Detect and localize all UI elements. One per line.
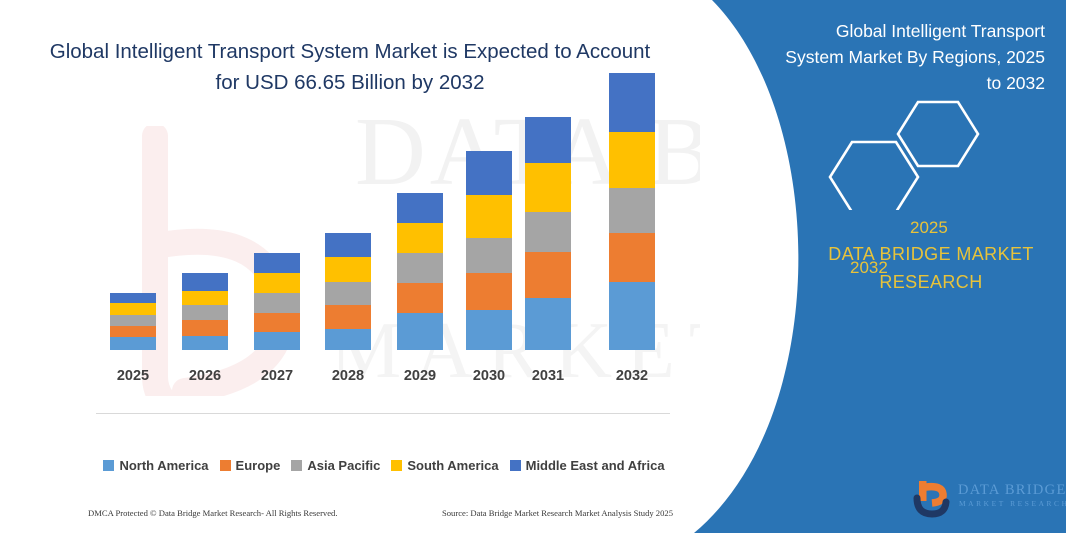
segment-europe bbox=[182, 320, 228, 336]
chart-legend: North America Europe Asia Pacific South … bbox=[96, 458, 672, 473]
segment-north-america bbox=[325, 329, 371, 350]
segment-north-america bbox=[397, 313, 443, 350]
segment-europe bbox=[110, 326, 156, 338]
segment-asia-pacific bbox=[325, 281, 371, 305]
legend-swatch-icon bbox=[509, 460, 521, 471]
brand-line-1: DATA BRIDGE MARKET bbox=[828, 244, 1034, 264]
segment-middle-east-africa bbox=[325, 232, 371, 257]
hexagon-2025-shape bbox=[896, 100, 980, 168]
bar-stack bbox=[325, 232, 371, 350]
x-axis-label: 2032 bbox=[615, 368, 649, 384]
segment-south-america bbox=[466, 195, 512, 239]
dbmr-logo: DATA BRIDGE MARKET RESEARCH bbox=[912, 478, 1066, 520]
legend-swatch-icon bbox=[103, 460, 115, 471]
legend-label: South America bbox=[407, 458, 499, 473]
dbmr-logo-title: DATA BRIDGE bbox=[958, 482, 1066, 498]
x-axis-label: 2029 bbox=[403, 368, 437, 384]
dbmr-logo-subtitle: MARKET RESEARCH bbox=[959, 499, 1066, 508]
segment-middle-east-africa bbox=[466, 151, 512, 196]
legend-label: Asia Pacific bbox=[307, 458, 381, 473]
page-title: Global Intelligent Transport System Mark… bbox=[49, 40, 651, 94]
segment-asia-pacific bbox=[182, 305, 228, 320]
x-axis-line bbox=[96, 413, 670, 414]
segment-north-america bbox=[110, 337, 156, 350]
bar-stack bbox=[609, 73, 655, 350]
legend-item-north-america[interactable]: North America bbox=[103, 458, 209, 473]
x-axis-label: 2028 bbox=[331, 368, 365, 384]
segment-north-america bbox=[466, 310, 512, 350]
segment-north-america bbox=[182, 336, 228, 350]
bar-stack bbox=[110, 292, 156, 350]
legend-label: Europe bbox=[235, 458, 281, 473]
stacked-bar-chart: 2025 2026 2027 bbox=[96, 73, 670, 414]
hexagon-2025-label: 2025 bbox=[910, 218, 948, 237]
segment-europe bbox=[325, 305, 371, 329]
segment-middle-east-africa bbox=[525, 116, 571, 164]
segment-north-america bbox=[254, 331, 300, 350]
legend-swatch-icon bbox=[219, 460, 231, 471]
brand-line-2: RESEARCH bbox=[879, 272, 983, 292]
segment-middle-east-africa bbox=[397, 193, 443, 224]
hexagon-2032-shape bbox=[828, 140, 920, 214]
legend-swatch-icon bbox=[391, 460, 403, 471]
segment-asia-pacific bbox=[525, 211, 571, 252]
bar-stack bbox=[525, 116, 571, 350]
segment-south-america bbox=[525, 163, 571, 212]
hexagon-shapes-icon bbox=[828, 100, 980, 214]
segment-middle-east-africa bbox=[609, 73, 655, 132]
hexagon-badges: 2025 2032 bbox=[820, 98, 1005, 277]
segment-asia-pacific bbox=[609, 188, 655, 234]
segment-europe bbox=[254, 312, 300, 332]
segment-south-america bbox=[110, 303, 156, 316]
x-axis-label: 2025 bbox=[116, 368, 150, 384]
legend-item-south-america[interactable]: South America bbox=[391, 458, 499, 473]
bar-stack bbox=[254, 252, 300, 350]
segment-south-america bbox=[254, 273, 300, 294]
legend-label: Middle East and Africa bbox=[525, 458, 665, 473]
legend-item-asia-pacific[interactable]: Asia Pacific bbox=[291, 458, 380, 473]
hexagon-2032-label: 2032 bbox=[850, 258, 888, 277]
x-axis-label: 2026 bbox=[188, 368, 222, 384]
segment-middle-east-africa bbox=[254, 252, 300, 274]
segment-south-america bbox=[325, 256, 371, 282]
segment-south-america bbox=[609, 131, 655, 189]
bar-stack bbox=[397, 193, 443, 350]
segment-middle-east-africa bbox=[182, 272, 228, 291]
dbmr-logo-mark-icon bbox=[913, 481, 950, 518]
footer-copyright: DMCA Protected © Data Bridge Market Rese… bbox=[88, 508, 338, 518]
footer: DMCA Protected © Data Bridge Market Rese… bbox=[88, 508, 673, 518]
brand-name: DATA BRIDGE MARKET RESEARCH bbox=[800, 240, 1062, 296]
segment-asia-pacific bbox=[397, 253, 443, 284]
segment-europe bbox=[525, 251, 571, 299]
panel-title: Global Intelligent Transport System Mark… bbox=[785, 21, 1045, 93]
bar-stack bbox=[182, 272, 228, 350]
segment-south-america bbox=[182, 290, 228, 305]
x-axis-label: 2030 bbox=[472, 368, 506, 384]
segment-europe bbox=[609, 233, 655, 282]
segment-asia-pacific bbox=[110, 315, 156, 327]
legend-item-europe[interactable]: Europe bbox=[219, 458, 281, 473]
segment-asia-pacific bbox=[466, 238, 512, 274]
segment-south-america bbox=[397, 223, 443, 254]
legend-label: North America bbox=[119, 458, 209, 473]
segment-north-america bbox=[609, 281, 655, 350]
legend-swatch-icon bbox=[291, 460, 303, 471]
segment-north-america bbox=[525, 298, 571, 350]
segment-asia-pacific bbox=[254, 293, 300, 313]
segment-middle-east-africa bbox=[110, 292, 156, 304]
x-axis-label: 2027 bbox=[260, 368, 294, 384]
bar-stack bbox=[466, 151, 512, 350]
legend-item-middle-east-and-africa[interactable]: Middle East and Africa bbox=[509, 458, 665, 473]
x-axis-label: 2031 bbox=[531, 368, 565, 384]
footer-source: Source: Data Bridge Market Research Mark… bbox=[441, 508, 673, 518]
segment-europe bbox=[397, 283, 443, 314]
segment-europe bbox=[466, 273, 512, 310]
